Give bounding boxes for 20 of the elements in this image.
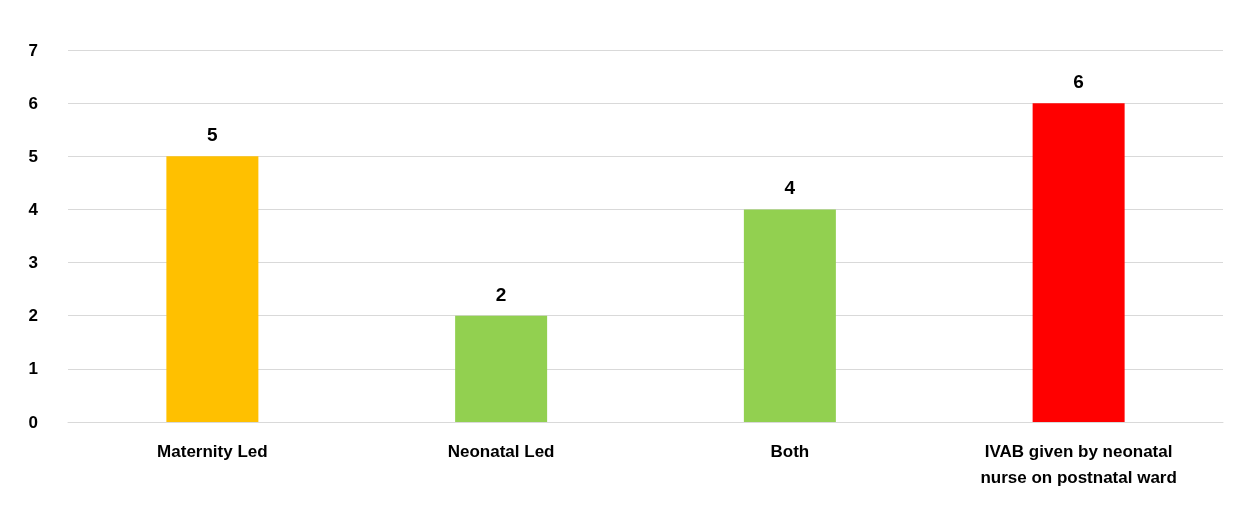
data-label: 5: [207, 124, 219, 146]
y-tick-label: 5: [28, 146, 38, 166]
bar: [455, 315, 548, 422]
x-tick-label: Neonatal Led: [447, 441, 555, 461]
y-tick-label: 3: [28, 253, 38, 273]
data-label: 4: [784, 177, 796, 199]
data-label: 6: [1073, 71, 1084, 93]
x-tick-label: IVAB given by neonatal nurse on postnatal ward: [980, 441, 1177, 487]
y-tick-label: 7: [28, 40, 38, 60]
y-tick-label: 1: [28, 359, 38, 379]
y-tick-label: 4: [28, 199, 39, 219]
data-label: 2: [495, 283, 507, 305]
x-tick-label: Both: [770, 441, 810, 461]
bar: [1032, 103, 1125, 422]
y-tick-label: 0: [28, 412, 38, 432]
y-tick-label: 2: [28, 306, 38, 326]
y-tick-label: 6: [28, 93, 38, 113]
bar: [166, 156, 259, 422]
x-tick-label: Maternity Led: [157, 441, 268, 461]
bar: [743, 209, 836, 422]
